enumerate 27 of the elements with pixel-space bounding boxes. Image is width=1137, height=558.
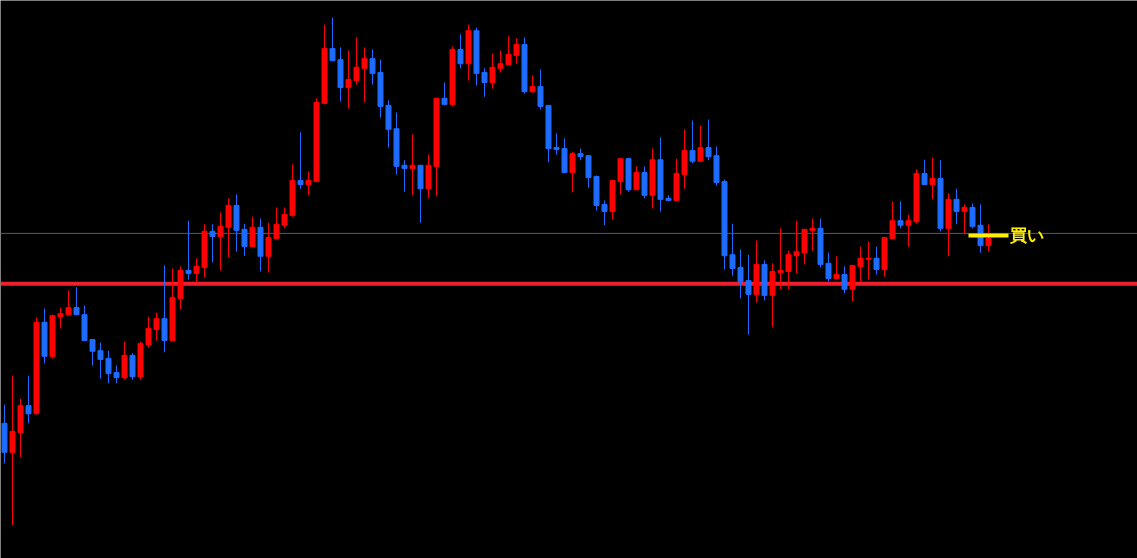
- candlestick: [953, 188, 960, 225]
- candlestick: [25, 375, 32, 424]
- candlestick: [833, 255, 840, 280]
- candlestick: [297, 131, 304, 190]
- candlestick: [641, 165, 648, 199]
- candlestick: [897, 200, 904, 229]
- candlestick: [697, 125, 704, 162]
- candlestick: [921, 159, 928, 186]
- candlestick: [961, 203, 968, 234]
- candlestick: [121, 341, 128, 381]
- candlestick: [129, 352, 136, 381]
- candlestick: [569, 151, 576, 193]
- candlestick: [249, 216, 256, 248]
- candlestick: [929, 157, 936, 200]
- candlestick: [457, 33, 464, 69]
- candlestick: [873, 246, 880, 276]
- candlestick: [409, 133, 416, 196]
- candlestick: [185, 220, 192, 281]
- candlestick: [417, 164, 424, 224]
- annotation: 買い: [1009, 225, 1045, 246]
- candlestick: [689, 120, 696, 164]
- candlestick: [209, 223, 216, 263]
- candlestick: [985, 223, 992, 253]
- candlestick: [841, 265, 848, 294]
- candlestick: [633, 165, 640, 191]
- candlestick: [73, 286, 80, 316]
- candlestick: [161, 264, 168, 353]
